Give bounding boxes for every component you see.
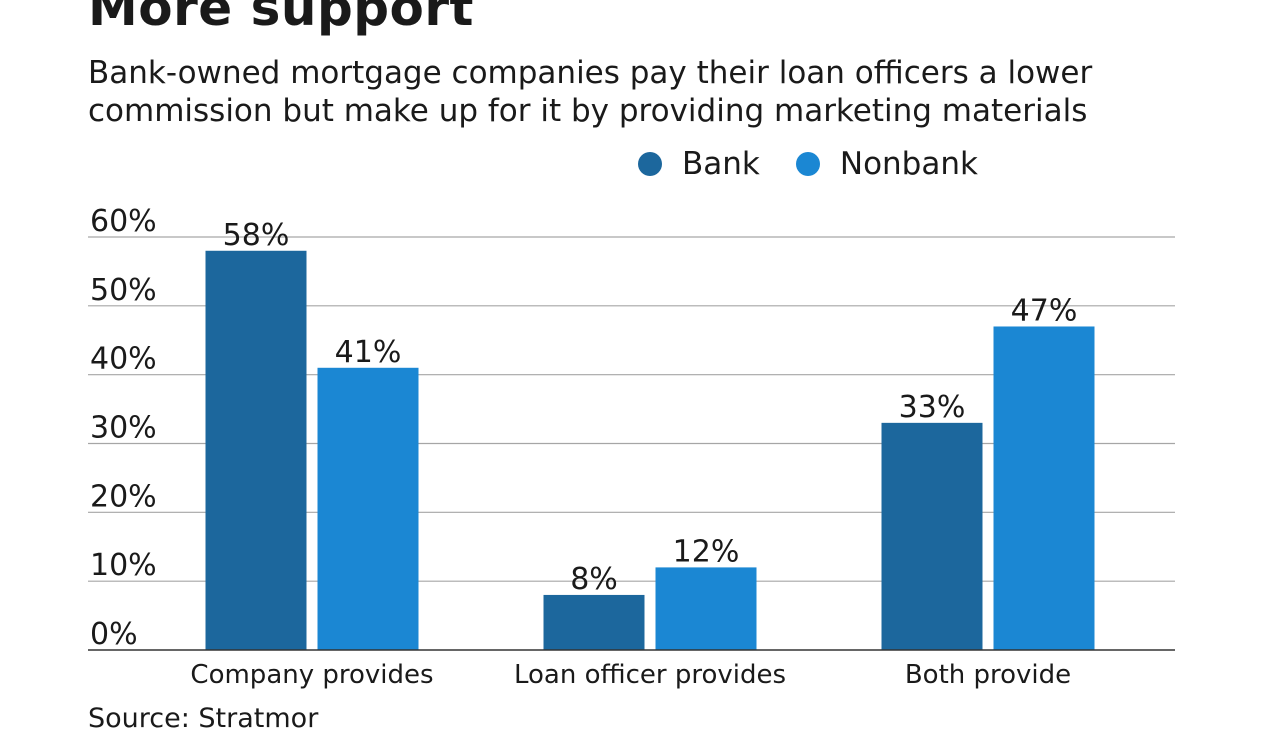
data-label-nonbank: 12%: [673, 534, 740, 569]
data-label-bank: 58%: [223, 218, 290, 253]
y-tick-label: 10%: [90, 548, 157, 583]
data-label-nonbank: 41%: [335, 335, 402, 370]
legend-label-nonbank: Nonbank: [839, 146, 978, 182]
chart-title: More support: [88, 0, 474, 37]
x-category-label: Loan officer provides: [514, 660, 786, 690]
bar-bank: [881, 422, 983, 650]
subtitle-line-1: Bank-owned mortgage companies pay their …: [88, 55, 1093, 91]
data-label-nonbank: 47%: [1011, 293, 1078, 328]
bar-nonbank: [655, 567, 757, 650]
x-category-label: Company provides: [190, 660, 433, 690]
y-tick-label: 50%: [90, 273, 157, 308]
bar-nonbank: [993, 326, 1095, 650]
legend-item-bank: Bank: [638, 146, 760, 182]
bar-chart: 0% 10% 20% 30% 40% 50% 60% 58% 41% Company provid…: [88, 204, 1175, 690]
y-tick-label: 0%: [90, 617, 138, 652]
legend-swatch-bank: [638, 152, 662, 176]
legend-label-bank: Bank: [682, 146, 760, 182]
chart-legend: Bank Nonbank: [638, 142, 1014, 186]
legend-swatch-nonbank: [795, 152, 820, 176]
bar-nonbank: [317, 367, 419, 650]
x-category-label: Both provide: [905, 660, 1071, 690]
y-tick-label: 30%: [90, 411, 157, 446]
subtitle-line-2: commission but make up for it by providi…: [88, 93, 1088, 129]
source-note: Source: Stratmor: [88, 703, 319, 734]
bar-bank: [543, 594, 645, 650]
data-label-bank: 33%: [899, 390, 966, 425]
legend-item-nonbank: Nonbank: [795, 146, 978, 182]
bar-bank: [205, 250, 307, 650]
chart-subtitle: Bank-owned mortgage companies pay their …: [88, 54, 1228, 130]
y-tick-label: 60%: [90, 204, 157, 239]
data-label-bank: 8%: [570, 562, 618, 597]
y-tick-label: 40%: [90, 342, 157, 377]
y-tick-label: 20%: [90, 479, 157, 514]
